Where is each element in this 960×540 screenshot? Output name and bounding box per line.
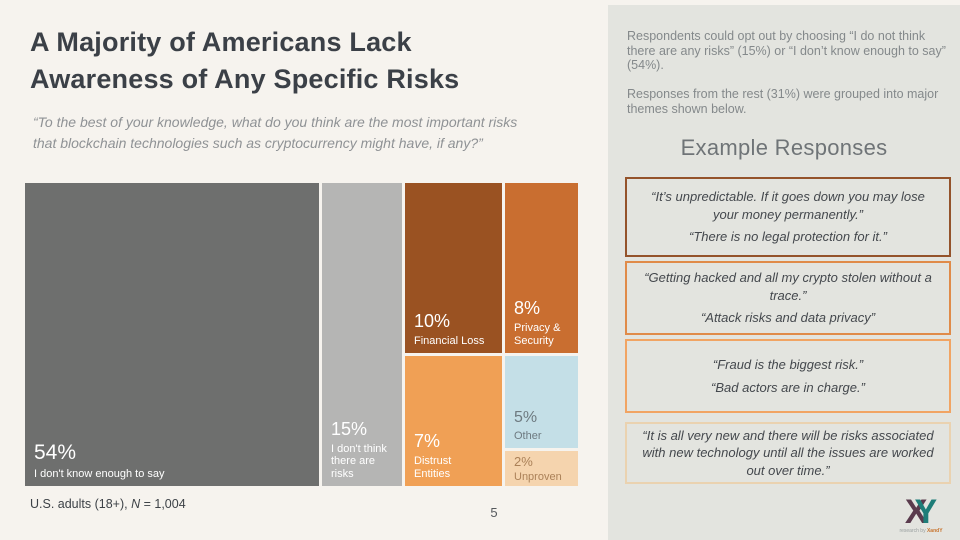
segment-value: 2% (514, 454, 533, 470)
xy-research-logo: XY research by XandY (890, 493, 952, 534)
quote-box-financial-loss: “It’s unpredictable. If it goes down you… (625, 177, 951, 257)
sidebar-note-optout: Respondents could opt out by choosing “I… (627, 29, 946, 72)
segment-label: I don't think there are risks (331, 442, 387, 480)
quote-box-privacy-security: “Getting hacked and all my crypto stolen… (625, 261, 951, 335)
quote-text: “Getting hacked and all my crypto stolen… (644, 270, 932, 303)
quote-text: “It’s unpredictable. If it goes down you… (651, 189, 925, 222)
quote-box-distrust: “Fraud is the biggest risk.” “Bad actors… (625, 339, 951, 413)
example-responses-heading: Example Responses (680, 135, 888, 160)
segment-label: I don't know enough to say (34, 467, 165, 480)
segment-value: 7% (414, 431, 441, 452)
quote-text: “It is all very new and there will be ri… (642, 427, 934, 478)
footnote-suffix: = 1,004 (140, 497, 186, 511)
survey-question: “To the best of your knowledge, what do … (33, 114, 518, 151)
segment-label: Financial Loss (414, 334, 485, 347)
quote-text: “Fraud is the biggest risk.” (712, 357, 864, 372)
logo-caption-prefix: research by (899, 528, 927, 534)
segment-other: 5% Other (505, 356, 578, 448)
sidebar-note-themes: Responses from the rest (31%) were group… (627, 87, 939, 116)
segment-distrust-entities: 7% Distrust Entities (405, 356, 502, 486)
segment-label: Distrust Entities (414, 455, 452, 480)
segment-label: Unproven (514, 470, 562, 483)
page-title: A Majority of Americans Lack Awareness o… (30, 27, 460, 94)
segment-label: Privacy & Security (514, 322, 561, 347)
segment-value: 15% (331, 418, 368, 439)
segment-privacy-security: 8% Privacy & Security (505, 183, 578, 353)
segment-value: 10% (414, 310, 451, 331)
logo-caption-brand: XandY (926, 528, 943, 534)
logo-letter-x: X (904, 493, 928, 531)
page-number: 5 (490, 505, 498, 520)
quote-text: “There is no legal protection for it.” (689, 229, 887, 245)
quote-box-unproven: “It is all very new and there will be ri… (625, 422, 951, 484)
segment-no-risks: 15% I don't think there are risks (322, 183, 402, 486)
quote-text: “Attack risks and data privacy” (700, 310, 876, 326)
quote-text: “Bad actors are in charge.” (711, 379, 865, 395)
sample-footnote: U.S. adults (18+), N = 1,004 (30, 497, 186, 511)
logo-caption: research by XandY (890, 528, 952, 534)
footnote-n: N (131, 497, 141, 511)
logo-letter-y: Y (914, 493, 938, 531)
segment-unproven: 2% Unproven (505, 451, 578, 486)
sidebar-panel: Respondents could opt out by choosing “I… (608, 5, 960, 540)
logo-letters: XY (890, 493, 952, 531)
segment-value: 5% (514, 408, 538, 426)
segment-value: 8% (514, 298, 541, 319)
segment-value: 54% (34, 441, 77, 465)
segment-financial-loss: 10% Financial Loss (405, 183, 502, 353)
segment-label: Other (514, 429, 542, 442)
footnote-prefix: U.S. adults (18+), (30, 497, 132, 511)
treemap-chart: 54% I don't know enough to say 15% I don… (25, 183, 578, 486)
segment-dont-know: 54% I don't know enough to say (25, 183, 319, 486)
